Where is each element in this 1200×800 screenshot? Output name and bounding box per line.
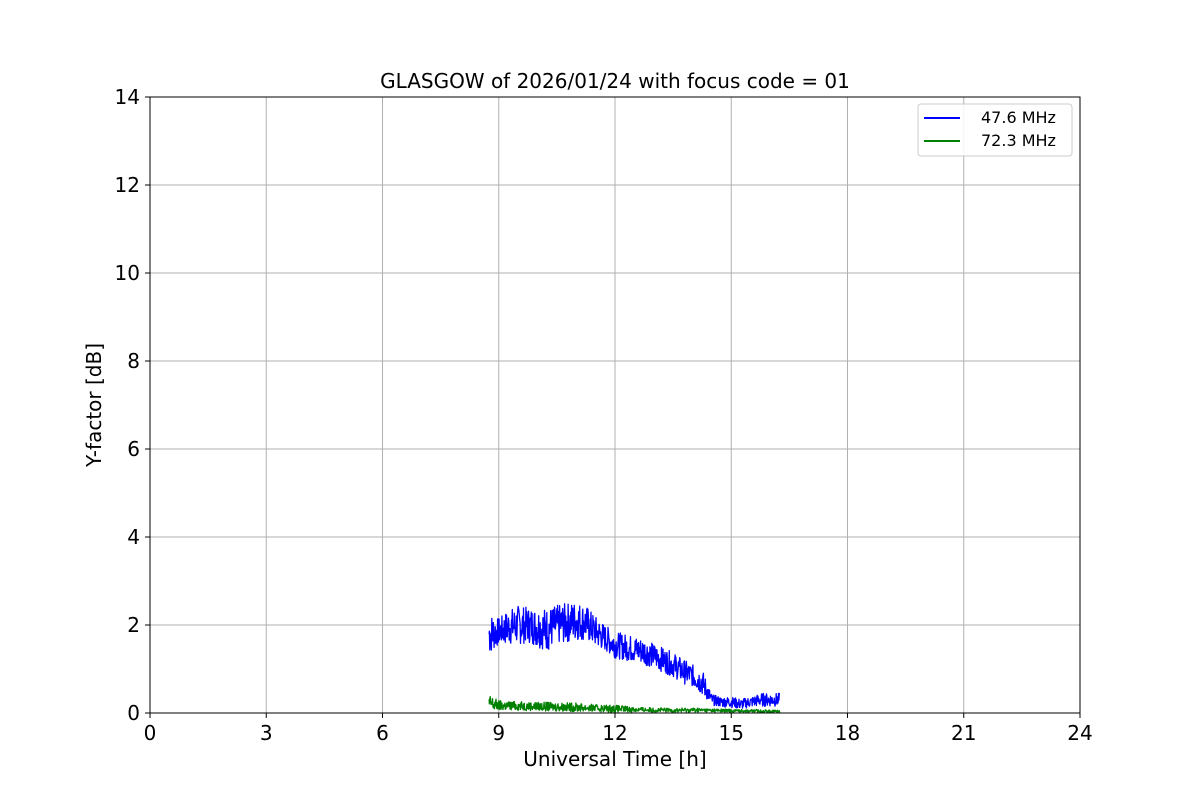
y-tick-label: 8 — [127, 349, 140, 373]
y-tick-label: 2 — [127, 613, 140, 637]
x-tick-label: 18 — [835, 721, 860, 745]
y-tick-label: 6 — [127, 437, 140, 461]
x-tick-label: 24 — [1067, 721, 1092, 745]
series-line-1 — [488, 696, 781, 714]
y-tick-label: 12 — [115, 173, 140, 197]
series-layer — [488, 603, 781, 714]
y-tick-label: 0 — [127, 701, 140, 725]
x-tick-label: 21 — [951, 721, 976, 745]
x-tick-label: 0 — [144, 721, 157, 745]
x-axis-label: Universal Time [h] — [523, 747, 706, 771]
x-tick-label: 9 — [492, 721, 505, 745]
x-tick-label: 15 — [719, 721, 744, 745]
legend-label-0: 47.6 MHz — [981, 108, 1056, 127]
y-tick-label: 4 — [127, 525, 140, 549]
x-tick-label: 12 — [602, 721, 627, 745]
chart-title: GLASGOW of 2026/01/24 with focus code = … — [380, 69, 850, 93]
x-tick-label: 3 — [260, 721, 273, 745]
y-tick-label: 14 — [115, 85, 140, 109]
legend: 47.6 MHz 72.3 MHz — [917, 103, 1073, 157]
x-tick-label: 6 — [376, 721, 389, 745]
y-axis-label: Y-factor [dB] — [82, 343, 106, 468]
series-line-0 — [488, 603, 781, 709]
y-tick-label: 10 — [115, 261, 140, 285]
legend-label-1: 72.3 MHz — [981, 131, 1056, 150]
